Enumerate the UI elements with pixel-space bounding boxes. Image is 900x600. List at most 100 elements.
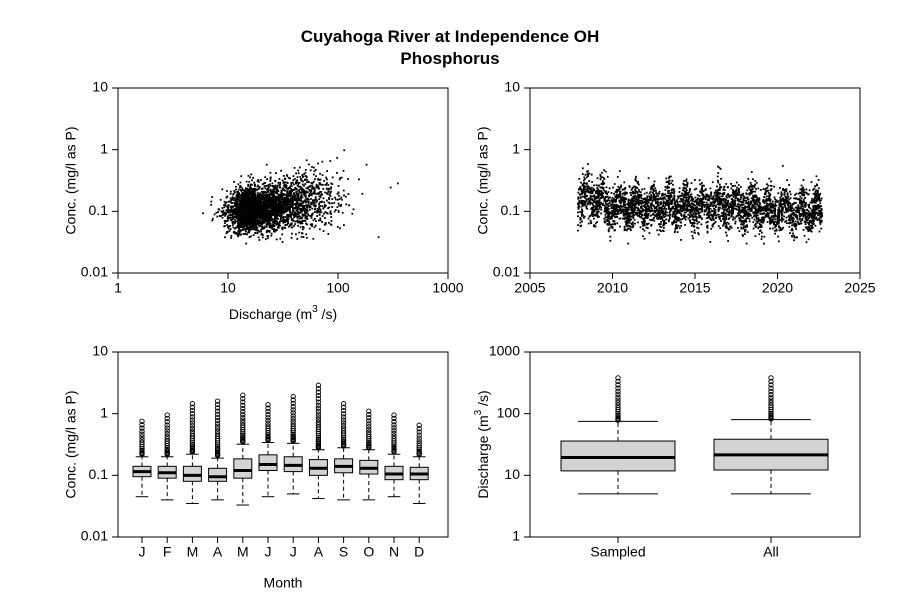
panel1-point (318, 203, 320, 206)
panel1-point (243, 197, 246, 200)
panel2-point (679, 194, 682, 197)
panel2-point (804, 191, 806, 194)
panel1-point (281, 198, 284, 200)
panel2-point (733, 203, 736, 206)
panel1-point (215, 211, 218, 214)
panel2-point (633, 207, 636, 210)
panel2-point (604, 214, 607, 216)
panel2-point (696, 220, 698, 223)
panel1-points (202, 149, 399, 245)
panel1-point (246, 202, 249, 205)
panel2-point (577, 224, 579, 226)
panel1-point (295, 215, 297, 217)
panel1-point (257, 201, 260, 203)
panel1-point (302, 180, 304, 183)
panel2-point (673, 190, 676, 193)
panel2-point (755, 194, 757, 197)
panel1-point (238, 205, 241, 208)
panel1-point (257, 204, 260, 207)
panel2-point (758, 209, 761, 211)
panel2-point (662, 203, 665, 206)
panel2-point (724, 201, 727, 204)
panel2-point (804, 204, 806, 207)
panel1-point (227, 208, 230, 211)
panel2-point (610, 192, 613, 194)
panel1-point (251, 209, 254, 212)
panel1-point (238, 197, 241, 199)
panel1-point (253, 188, 255, 190)
panel1-point (241, 187, 244, 190)
panel1-point (237, 194, 240, 197)
panel1-point (249, 210, 252, 212)
panel2-point (618, 210, 620, 213)
panel2-point (581, 220, 583, 223)
panel2-point (715, 191, 718, 194)
panel1-point (317, 178, 319, 180)
panel1-point (288, 198, 291, 201)
panel1-point (326, 199, 328, 202)
panel1-point (264, 205, 266, 208)
panel2-xtick-label-0: 2005 (514, 280, 545, 296)
panel2-point (697, 227, 700, 230)
panel1-point (281, 204, 284, 206)
panel2-point (624, 193, 626, 196)
panel2-point (663, 219, 666, 222)
panel1-point (247, 174, 250, 177)
panel1-point (294, 220, 297, 223)
panel1-point (259, 205, 262, 208)
panel1-point (282, 201, 285, 204)
panel1-point (266, 211, 269, 214)
panel1-point (287, 201, 289, 204)
panel1-point (280, 196, 283, 199)
panel2-point (750, 190, 752, 193)
panel1-point (241, 225, 243, 228)
panel1-point (313, 192, 315, 195)
panel1-point (290, 188, 292, 190)
panel1-point (290, 185, 293, 187)
panel2-point (791, 227, 793, 230)
panel1-point (265, 224, 268, 227)
panel1-point (320, 183, 323, 186)
panel2-point (582, 189, 585, 192)
panel1-point (218, 215, 221, 217)
panel2-point (802, 229, 805, 231)
panel1-point (297, 211, 299, 214)
panel1-point (291, 211, 294, 214)
panel1-point (309, 185, 311, 188)
panel2-point (732, 216, 735, 219)
panel1-point (259, 207, 261, 210)
panel2-point (701, 198, 703, 201)
panel1-point (259, 213, 262, 215)
panel1-point (251, 219, 254, 222)
panel2-point (812, 205, 814, 208)
panel2-point (578, 178, 581, 180)
panel1-point (315, 175, 317, 178)
panel1-point (242, 192, 244, 195)
panel1-point (254, 187, 257, 190)
panel2-point (791, 235, 794, 238)
panel1-point (253, 199, 256, 202)
panel2-point (660, 203, 663, 206)
panel2-point (768, 194, 770, 197)
panel1-point (336, 226, 339, 228)
panel1-point (310, 203, 313, 206)
panel2-point (718, 193, 721, 196)
panel2-point (746, 208, 749, 211)
panel1-point (291, 213, 294, 216)
panel1-point (295, 190, 298, 193)
panel1-point (255, 204, 257, 207)
panel1-point (294, 203, 296, 205)
panel1-point (298, 182, 301, 184)
panel2-point (620, 184, 622, 187)
panel2-point (683, 211, 686, 214)
panel1-point (256, 180, 259, 183)
panel2-point (664, 197, 667, 200)
panel2-point (673, 213, 676, 216)
panel1-point (300, 203, 302, 206)
panel1-point (241, 204, 244, 207)
panel1-point (313, 166, 315, 169)
panel1-point (313, 199, 316, 202)
panel1-point (228, 225, 230, 228)
panel2-point (692, 237, 694, 240)
